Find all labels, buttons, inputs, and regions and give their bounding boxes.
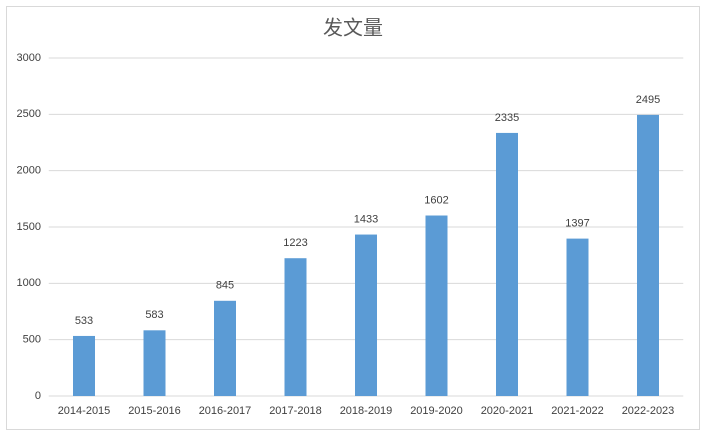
x-tick-label: 2021-2022 <box>551 405 604 417</box>
x-tick-label: 2022-2023 <box>622 405 675 417</box>
bar <box>566 238 589 396</box>
bar <box>73 335 95 396</box>
data-label: 1433 <box>354 213 378 225</box>
data-label: 1397 <box>565 218 589 230</box>
x-tick-label: 2019-2020 <box>410 405 463 417</box>
data-label: 1602 <box>424 194 448 206</box>
y-tick-label: 2000 <box>17 165 41 177</box>
bar <box>143 330 166 396</box>
x-tick-label: 2018-2019 <box>340 405 393 417</box>
bar <box>284 258 307 396</box>
chart-title: 发文量 <box>323 16 383 40</box>
y-tick-label: 1000 <box>17 277 41 289</box>
bar <box>425 215 448 396</box>
bar <box>214 300 236 396</box>
bar <box>496 132 518 396</box>
y-tick-label: 500 <box>23 334 41 346</box>
y-tick-label: 0 <box>35 390 41 402</box>
x-tick-label: 2017-2018 <box>269 405 322 417</box>
data-label: 845 <box>216 280 234 292</box>
x-tick-label: 2016-2017 <box>199 405 252 417</box>
y-tick-label: 2500 <box>17 108 41 120</box>
x-tick-label: 2020-2021 <box>481 405 534 417</box>
data-label: 2335 <box>495 112 519 124</box>
bar <box>355 234 377 396</box>
data-label: 533 <box>75 315 93 327</box>
bar <box>637 114 659 396</box>
y-tick-label: 1500 <box>17 221 41 233</box>
y-tick-label: 3000 <box>17 52 41 64</box>
x-tick-label: 2014-2015 <box>58 405 111 417</box>
data-label: 1223 <box>283 237 307 249</box>
data-label: 583 <box>145 309 163 321</box>
x-tick-label: 2015-2016 <box>128 405 181 417</box>
data-label: 2495 <box>636 94 660 106</box>
